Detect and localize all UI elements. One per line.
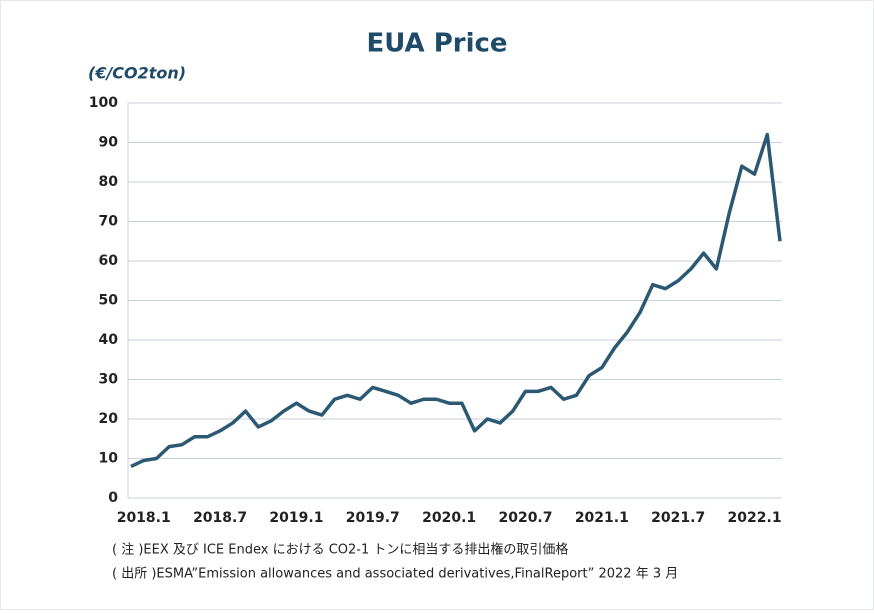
y-tick-label: 80	[99, 174, 119, 190]
x-tick-label: 2022.1	[728, 510, 782, 526]
y-axis-label: (€/CO2ton)	[88, 64, 186, 83]
y-tick-label: 0	[108, 490, 118, 506]
y-tick-label: 30	[99, 372, 119, 388]
y-tick-label: 10	[99, 451, 119, 467]
x-tick-label: 2019.1	[269, 510, 323, 526]
y-tick-label: 70	[99, 214, 119, 230]
x-tick-label: 2020.1	[422, 510, 476, 526]
x-tick-label: 2018.1	[117, 510, 171, 526]
x-tick-label: 2021.7	[651, 510, 705, 526]
x-tick-label: 2020.7	[498, 510, 552, 526]
note: ( 注 )EEX 及び ICE Endex における CO2-1 トンに相当する…	[112, 542, 568, 558]
y-tick-label: 60	[99, 253, 119, 269]
y-tick-label: 50	[99, 293, 119, 309]
y-tick-label: 20	[99, 411, 119, 427]
y-tick-label: 90	[99, 135, 119, 151]
y-tick-label: 100	[89, 95, 118, 111]
note: ( 出所 )ESMA”Emission allowances and assoc…	[112, 567, 678, 582]
x-tick-label: 2021.1	[575, 510, 629, 526]
price-line	[130, 132, 782, 468]
chart-title: EUA Price	[366, 29, 507, 59]
x-tick-label: 2019.7	[346, 510, 400, 526]
y-tick-label: 40	[99, 332, 119, 348]
x-tick-label: 2018.7	[193, 510, 247, 526]
